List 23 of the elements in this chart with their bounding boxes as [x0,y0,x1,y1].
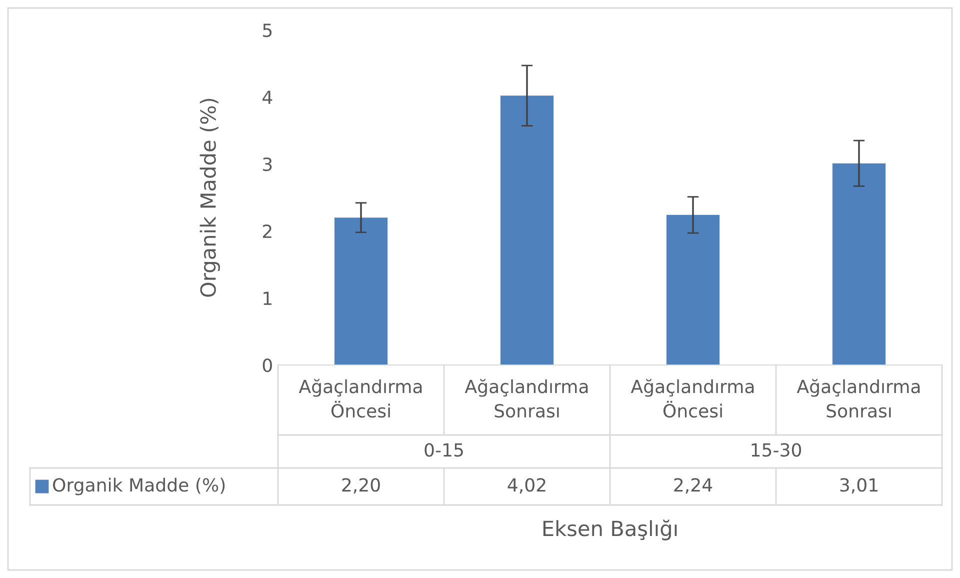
legend-label: Organik Madde (%) [53,478,225,496]
data-label: 2,24 [674,478,712,494]
y-tick-label: 2 [262,224,272,238]
data-label: 2,20 [342,478,380,494]
y-tick-label: 5 [263,24,272,38]
y-tick-label: 0 [262,358,272,372]
y-tick-label: 4 [262,90,272,104]
text: 15-30 [752,443,802,457]
data-label: 3,01 [840,478,878,494]
y-tick-label: 1 [264,292,272,305]
bar [666,214,720,365]
x-tick-label: Ağaçlandırma Sonrası [796,378,920,418]
bar [334,218,388,365]
y-tick-label: 3 [263,157,272,172]
x-axis-title: Eksen Başlığı [543,520,677,540]
x-tick-label: Ağaçlandırma Öncesi [630,378,754,418]
data-label: 4,02 [508,478,546,494]
y-axis-title: Organik Madde (%) [200,98,220,297]
x-tick-label: Ağaçlandırma Sonrası [464,378,588,418]
text: 0-15 [424,443,463,457]
x-tick-label: Ağaçlandırma Öncesi [298,378,422,418]
bar [832,163,886,365]
bar [500,96,554,365]
